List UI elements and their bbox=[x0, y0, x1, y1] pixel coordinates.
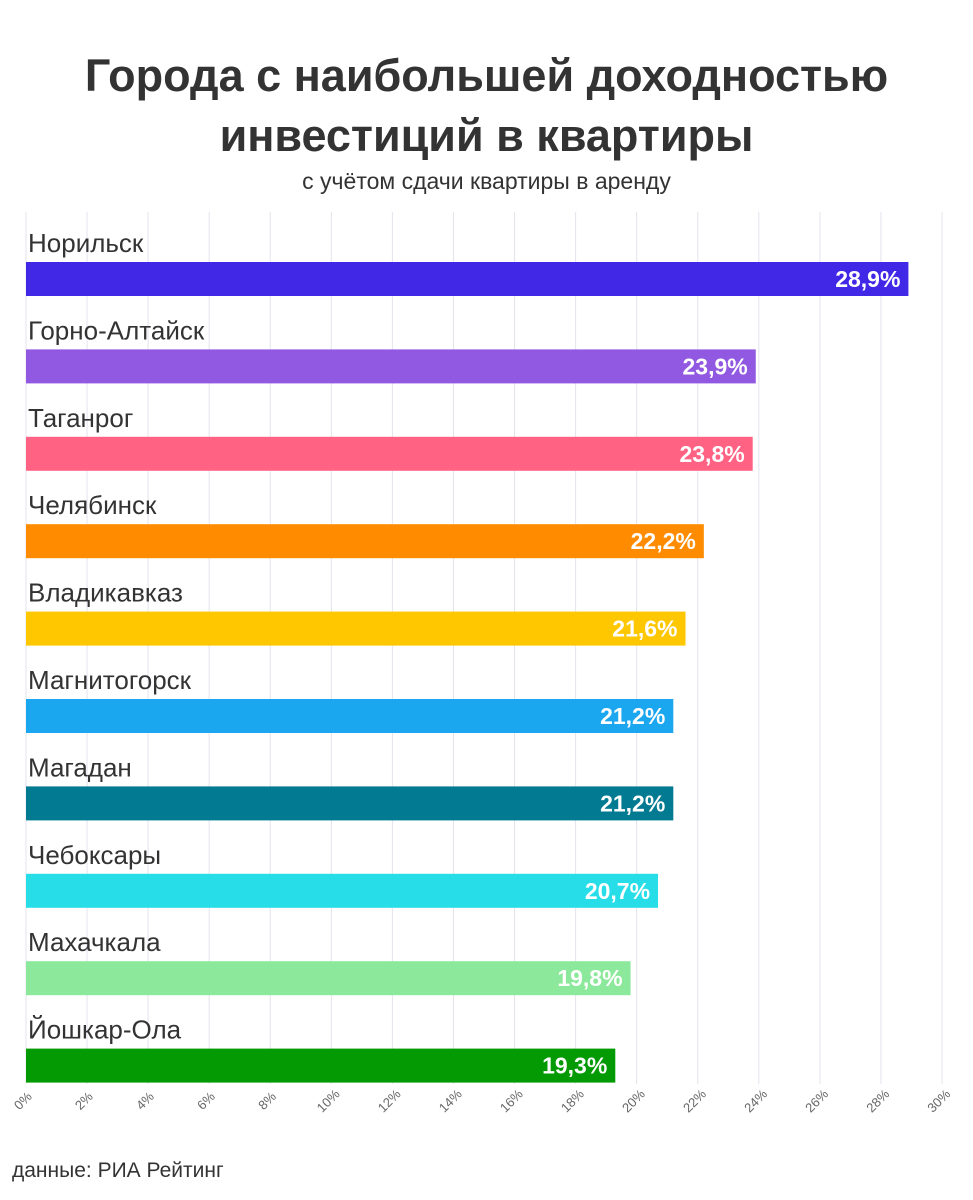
x-tick-label: 2% bbox=[72, 1089, 96, 1113]
bar-chart: Норильск 28,9% Горно-Алтайск 23,9% Таганрог 2… bbox=[11, 212, 954, 1115]
value-label: 22,2% bbox=[631, 528, 696, 554]
value-label: 21,2% bbox=[600, 790, 665, 816]
x-tick-label: 4% bbox=[133, 1089, 157, 1113]
x-tick-label: 16% bbox=[497, 1086, 526, 1115]
x-tick-label: 30% bbox=[924, 1086, 953, 1115]
bar bbox=[26, 436, 753, 471]
bar bbox=[26, 524, 704, 559]
bar bbox=[26, 262, 909, 296]
chart-title: Города с наибольшей доходностью инвестиц… bbox=[84, 50, 889, 161]
x-tick-label: 20% bbox=[619, 1086, 648, 1115]
source-note: данные: РИА Рейтинг bbox=[12, 1159, 224, 1182]
category-label: Магадан bbox=[28, 752, 132, 782]
x-tick-label: 22% bbox=[680, 1086, 709, 1115]
x-tick-label: 6% bbox=[194, 1089, 218, 1113]
bar bbox=[26, 611, 686, 646]
bar bbox=[26, 873, 659, 908]
value-label: 21,2% bbox=[600, 703, 665, 729]
category-label: Норильск bbox=[28, 228, 144, 258]
category-label: Магнитогорск bbox=[28, 665, 192, 695]
value-label: 20,7% bbox=[585, 878, 650, 904]
category-label: Таганрог bbox=[28, 403, 133, 433]
x-tick-label: 24% bbox=[741, 1086, 770, 1115]
x-tick-label: 12% bbox=[375, 1086, 404, 1115]
bar bbox=[26, 699, 674, 733]
category-label: Йошкар-Ола bbox=[28, 1015, 182, 1045]
value-label: 28,9% bbox=[835, 266, 900, 292]
value-label: 21,6% bbox=[612, 616, 677, 642]
value-label: 19,8% bbox=[557, 965, 622, 991]
bar bbox=[26, 786, 674, 821]
bar bbox=[26, 1048, 616, 1083]
value-label: 19,3% bbox=[542, 1053, 607, 1079]
chart-subtitle: с учётом сдачи квартиры в аренду bbox=[302, 168, 671, 194]
bar bbox=[26, 961, 631, 996]
value-label: 23,8% bbox=[679, 441, 744, 467]
x-tick-label: 8% bbox=[255, 1089, 279, 1113]
value-label: 23,9% bbox=[683, 353, 748, 379]
category-label: Горно-Алтайск bbox=[28, 315, 205, 345]
x-tick-label: 14% bbox=[436, 1086, 465, 1115]
category-label: Чебоксары bbox=[28, 840, 161, 870]
category-label: Махачкала bbox=[28, 927, 161, 957]
category-label: Владикавказ bbox=[28, 578, 183, 608]
x-tick-label: 28% bbox=[863, 1086, 892, 1115]
bar bbox=[26, 349, 756, 384]
x-tick-label: 10% bbox=[314, 1086, 343, 1115]
category-label: Челябинск bbox=[28, 490, 157, 520]
x-tick-label: 18% bbox=[558, 1086, 587, 1115]
x-tick-label: 0% bbox=[11, 1089, 35, 1113]
x-tick-label: 26% bbox=[802, 1086, 831, 1115]
